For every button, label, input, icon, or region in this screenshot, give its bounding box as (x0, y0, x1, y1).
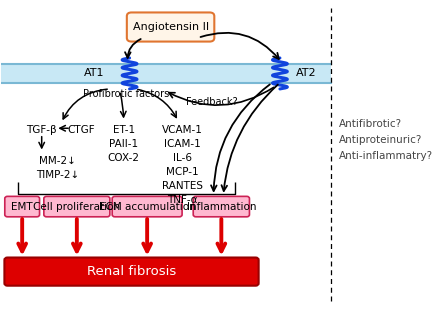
Text: AT2: AT2 (296, 68, 316, 78)
Text: MM-2↓
TIMP-2↓: MM-2↓ TIMP-2↓ (36, 156, 79, 179)
Text: EMT: EMT (11, 202, 33, 211)
FancyBboxPatch shape (44, 196, 110, 217)
Text: Cell proliferation: Cell proliferation (33, 202, 121, 211)
Text: VCAM-1
ICAM-1
IL-6
MCP-1
RANTES
TNF-α: VCAM-1 ICAM-1 IL-6 MCP-1 RANTES TNF-α (162, 124, 203, 205)
FancyBboxPatch shape (112, 196, 182, 217)
FancyBboxPatch shape (5, 196, 40, 217)
Text: Feedback?: Feedback? (186, 97, 238, 107)
Text: Renal fibrosis: Renal fibrosis (87, 265, 176, 278)
Text: ECM accumulation: ECM accumulation (99, 202, 195, 211)
FancyBboxPatch shape (193, 196, 249, 217)
Text: ET-1
PAII-1
COX-2: ET-1 PAII-1 COX-2 (108, 124, 140, 163)
FancyBboxPatch shape (1, 64, 331, 83)
Text: Antifibrotic?
Antiproteinuric?
Anti-inflammatry?: Antifibrotic? Antiproteinuric? Anti-infl… (338, 119, 433, 160)
FancyBboxPatch shape (127, 12, 214, 42)
Text: AT1: AT1 (84, 68, 104, 78)
Text: Profibrotic factors: Profibrotic factors (83, 89, 169, 99)
Text: CTGF: CTGF (67, 124, 95, 135)
FancyBboxPatch shape (4, 258, 259, 286)
Text: Angiotensin II: Angiotensin II (132, 22, 209, 32)
Text: TGF-β: TGF-β (26, 124, 57, 135)
Text: Inflammation: Inflammation (187, 202, 256, 211)
